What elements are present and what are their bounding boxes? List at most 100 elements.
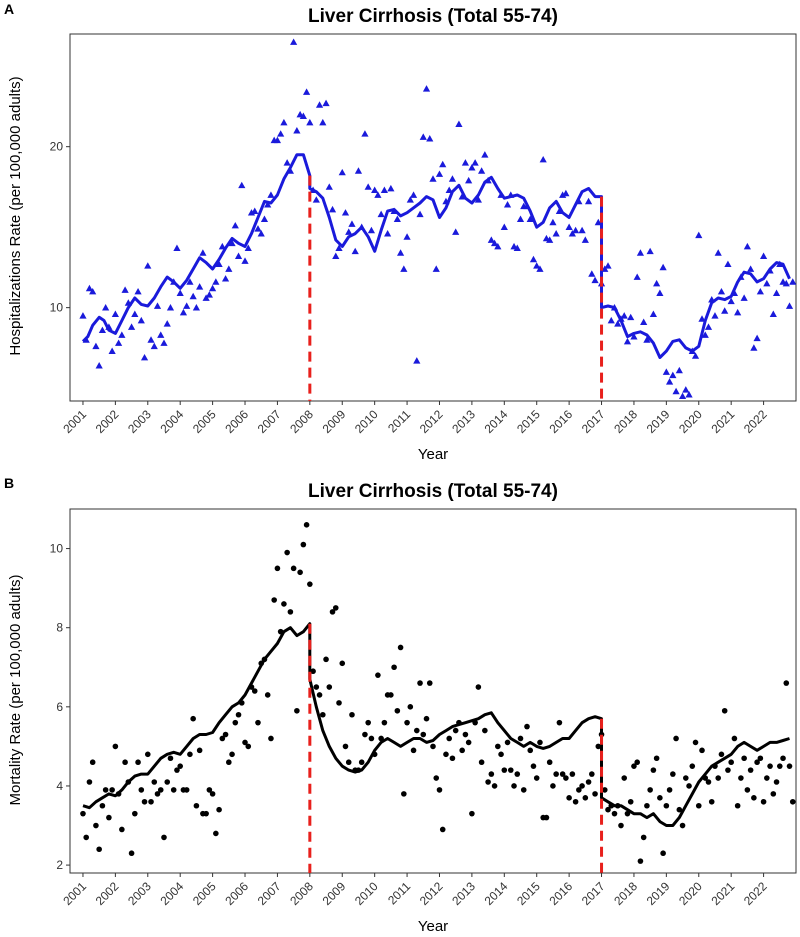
panel-b-data-point [744, 787, 751, 793]
panel-a-data-point [695, 231, 703, 239]
panel-b-data-point [170, 787, 177, 793]
panel-b-data-point [621, 775, 628, 781]
panel-a-x-tick-label: 2019 [644, 407, 673, 436]
panel-b: B Liver Cirrhosis (Total 55-74) Year Mor… [4, 475, 797, 935]
panel-b-x-tick-label: 2003 [125, 879, 154, 908]
panel-a-data-point [134, 287, 142, 295]
panel-b-data-point [397, 644, 404, 651]
panel-b-x-tick-label: 2008 [287, 879, 316, 908]
panel-a-data-point [260, 215, 269, 222]
panel-b-data-point [760, 798, 767, 805]
panel-a-data-point [416, 210, 424, 218]
panel-b-x-tick-label: 2009 [320, 879, 349, 908]
panel-b-data-point [433, 775, 440, 781]
panel-b-data-point [589, 771, 595, 777]
panel-b-data-point [644, 802, 650, 809]
panel-b-data-point [618, 822, 624, 829]
panel-a-data-point [474, 196, 482, 203]
panel-b-data-point [647, 787, 653, 793]
panel-b-data-point [342, 743, 349, 750]
panel-b-data-point [106, 814, 112, 821]
panel-a-data-point [782, 279, 790, 287]
panel-b-data-point [157, 787, 164, 793]
panel-a-data-point [789, 278, 797, 285]
panel-b-data-point [530, 763, 537, 769]
panel-a-data-point [740, 294, 748, 301]
panel-a-data-point [160, 339, 168, 346]
panel-b-data-point [290, 565, 297, 572]
panel-a-data-point [302, 88, 311, 95]
panel-a-data-point [89, 287, 97, 295]
panel-a-data-point [108, 347, 116, 354]
panel-a-data-point [565, 223, 573, 231]
panel-b-data-point [770, 791, 777, 797]
panel-a-data-point [724, 260, 732, 268]
panel-a-data-point [179, 308, 188, 316]
panel-a-data-point [92, 342, 100, 350]
panel-a-data-point [753, 334, 761, 342]
panel-a-data-point [306, 118, 314, 126]
panel-a-data-point [546, 236, 554, 243]
panel-b-data-point [559, 771, 566, 777]
panel-b-plot-frame [69, 508, 797, 874]
panel-b-data-point [459, 747, 465, 754]
panel-a-data-point [419, 133, 427, 140]
panel-b-data-point [313, 684, 320, 690]
panel-a-data-point [691, 352, 700, 359]
panel-b-data-point [498, 751, 504, 758]
panel-b-data-point [556, 719, 563, 726]
panel-b-data-point [478, 759, 485, 766]
panel-b-data-point [336, 700, 342, 706]
panel-b-data-point [310, 668, 316, 675]
panel-b-data-point [307, 581, 313, 587]
panel-b-data-point [524, 723, 530, 730]
panel-b-data-point [718, 751, 725, 758]
panel-b-data-point [323, 656, 329, 663]
panel-b-x-tick-label: 2015 [514, 879, 543, 908]
panel-b-data-point [757, 755, 764, 762]
panel-a-x-tick-label: 2021 [709, 407, 738, 436]
panel-a-x-tick-label: 2010 [352, 407, 381, 436]
panel-a-data-point [85, 284, 94, 292]
panel-a-data-point [264, 201, 272, 208]
panel-a-data-point [166, 304, 175, 311]
panel-b-x-tick-label: 2010 [352, 879, 381, 908]
panel-a-data-point [588, 270, 596, 277]
panel-b-data-point [426, 680, 433, 686]
panel-a-data-point [351, 247, 359, 255]
panel-b-data-point [232, 719, 239, 726]
panel-a-data-point [234, 252, 243, 260]
panel-b-data-point [216, 806, 222, 813]
panel-b-data-point [543, 814, 550, 821]
panel-b-data-point [550, 783, 556, 789]
panel-a-data-point [623, 337, 632, 345]
panel-a-data-point [345, 228, 353, 235]
panel-a-data-point [332, 252, 340, 260]
panel-a-data-point [669, 371, 677, 379]
panel-a-data-point [627, 313, 635, 321]
panel-a-data-point [186, 278, 194, 285]
panel-b-data-point [676, 806, 683, 813]
panel-b-data-point [443, 751, 449, 758]
panel-a-data-point [636, 249, 645, 256]
panel-a-data-point [516, 215, 525, 222]
panel-b-x-tick-label: 2001 [60, 879, 89, 908]
panel-a-x-tick-label: 2020 [676, 407, 705, 436]
panel-a-data-point [643, 336, 651, 343]
panel-b-data-point [381, 719, 388, 726]
panel-b-data-point [316, 692, 323, 698]
panel-a-data-point [763, 279, 771, 287]
panel-a-data-point [371, 186, 379, 194]
panel-b-data-point [345, 759, 352, 766]
panel-a-data-point [769, 310, 777, 317]
panel-b-data-point [504, 739, 511, 746]
panel-b-data-point [287, 609, 294, 615]
panel-b-data-point [122, 759, 128, 766]
panel-a-data-point [144, 262, 152, 269]
panel-a-data-point [439, 160, 447, 168]
panel-a-data-point [150, 342, 158, 350]
panel-b-data-point [368, 735, 375, 742]
panel-b-data-point [789, 798, 796, 805]
panel-b-data-point [164, 779, 171, 785]
panel-a-data-point [225, 265, 233, 272]
